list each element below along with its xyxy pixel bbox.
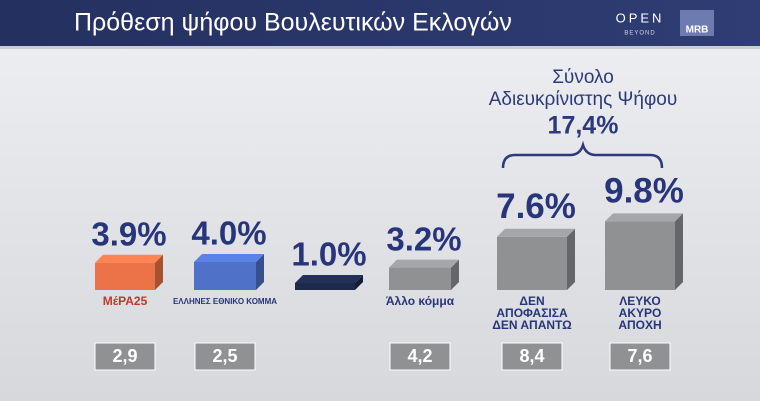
category-label: Άλλο κόμμα (386, 294, 455, 308)
previous-box (609, 342, 671, 371)
bar-top (194, 254, 264, 262)
brand-open: OPEN (616, 10, 665, 25)
bar-side (355, 275, 363, 290)
bar-top (389, 259, 459, 268)
previous-label: 7,6 (627, 346, 652, 366)
category-label: ΕΛΛΗΝΕΣ ΕΘΝΙΚΟ ΚΟΜΜΑ (173, 297, 277, 306)
brace (501, 140, 664, 169)
previous-label: 2,5 (212, 346, 237, 366)
bar-side (675, 213, 683, 290)
bar-side (567, 228, 575, 290)
value-label: 3.9% (91, 215, 166, 252)
brand-beyond: BEYOND (624, 31, 655, 37)
bar (497, 236, 567, 290)
brand-mrb-box (680, 10, 714, 36)
previous-box (194, 342, 256, 371)
header-rule (0, 46, 760, 49)
value-label: 7.6% (496, 187, 576, 226)
bar (194, 262, 256, 290)
value-label: 4.0% (191, 215, 266, 252)
bar-top (295, 275, 363, 283)
bar-top (605, 213, 683, 222)
bar (295, 283, 355, 290)
previous-label: 2,9 (112, 346, 137, 366)
bar (95, 262, 155, 290)
annotation-value: 17,4% (548, 112, 619, 140)
bar-top (497, 228, 575, 237)
chart-title: Πρόθεση ψήφου Βουλευτικών Εκλογών (74, 9, 512, 37)
value-label: 9.8% (604, 172, 684, 211)
annotation-line: Αδιευκρίνιστης Ψήφου (489, 89, 678, 110)
bar (389, 267, 451, 290)
value-label: 1.0% (291, 236, 366, 273)
category-label: MέPA25 (103, 294, 148, 308)
bar-side (155, 254, 163, 290)
bar (605, 221, 675, 290)
header-bar (0, 0, 760, 46)
previous-box (389, 342, 451, 371)
annotation-line: Σύνολο (552, 67, 614, 88)
category-line: ΛΕΥΚΟ (619, 294, 660, 308)
category-line: ΔΕΝ ΑΠΑΝΤΩ (492, 318, 572, 332)
bar-top (95, 254, 163, 263)
previous-label: 4,2 (407, 346, 432, 366)
category-line: ΑΠΟΧΗ (618, 318, 661, 332)
previous-box (94, 342, 156, 371)
previous-box (501, 342, 563, 371)
category-label: ΛΕΥΚΟ ΑΚΥΡΟ ΑΠΟΧΗ (618, 294, 661, 332)
brand-mrb: MRB (686, 25, 709, 36)
bar-side (256, 254, 264, 290)
category-line: ΔΕΝ (519, 294, 544, 308)
previous-label: 8,4 (519, 346, 544, 366)
category-line: ΑΚΥΡΟ (619, 306, 662, 320)
category-label: ΔΕΝ ΑΠΟΦΑΣΙΣΑ ΔΕΝ ΑΠΑΝΤΩ (492, 294, 572, 332)
bar-side (451, 259, 459, 290)
category-line: ΑΠΟΦΑΣΙΣΑ (496, 306, 568, 320)
value-label: 3.2% (386, 220, 461, 257)
